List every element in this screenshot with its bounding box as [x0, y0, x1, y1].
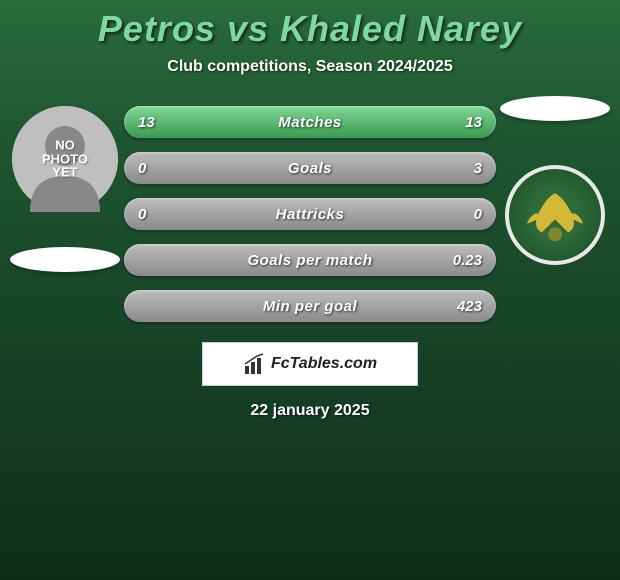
left-player-flag: [10, 247, 120, 272]
right-player-flag: [500, 96, 610, 121]
stat-label: Min per goal: [263, 298, 357, 315]
stat-left-value: 0: [138, 160, 168, 177]
brand-box[interactable]: FcTables.com: [202, 342, 418, 386]
stat-right-value: 0.23: [452, 252, 482, 269]
avatar-placeholder-text: NO PHOTO YET: [42, 139, 88, 180]
stat-row: Min per goal 423: [124, 290, 496, 322]
stat-label: Hattricks: [276, 206, 345, 223]
stat-label: Matches: [278, 114, 342, 131]
avatar-line3: YET: [52, 165, 77, 180]
comparison-layout: NO PHOTO YET 13 Matches 13 0 Goals 3 0 Hattrick…: [0, 106, 620, 322]
stat-row: 13 Matches 13: [124, 106, 496, 138]
right-player-club-badge: [505, 165, 605, 265]
stat-right-value: 0: [452, 206, 482, 223]
eagle-icon: [520, 180, 590, 250]
stat-label: Goals per match: [247, 252, 372, 269]
date-line: 22 january 2025: [0, 402, 620, 420]
left-player-avatar: NO PHOTO YET: [12, 106, 118, 212]
stat-row: 0 Goals 3: [124, 152, 496, 184]
stat-right-value: 3: [452, 160, 482, 177]
stat-left-value: 0: [138, 206, 168, 223]
stats-container: 13 Matches 13 0 Goals 3 0 Hattricks 0 Goals per m…: [124, 106, 496, 322]
brand-text: FcTables.com: [271, 355, 377, 373]
left-player-column: NO PHOTO YET: [6, 106, 124, 272]
stat-right-value: 13: [452, 114, 482, 131]
stat-right-value: 423: [452, 298, 482, 315]
bar-chart-icon: [243, 352, 267, 376]
stat-row: 0 Hattricks 0: [124, 198, 496, 230]
page-title: Petros vs Khaled Narey: [0, 0, 620, 50]
stat-left-value: 13: [138, 114, 168, 131]
page-subtitle: Club competitions, Season 2024/2025: [0, 58, 620, 76]
stat-row: Goals per match 0.23: [124, 244, 496, 276]
right-player-column: [496, 96, 614, 265]
stat-label: Goals: [288, 160, 332, 177]
